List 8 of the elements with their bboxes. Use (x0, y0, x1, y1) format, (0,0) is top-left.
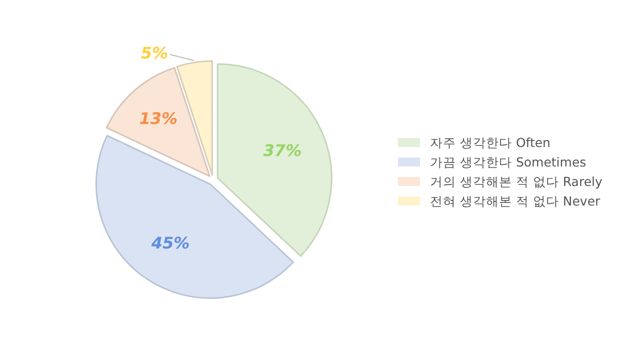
data-label: 37% (263, 140, 302, 160)
legend-label: 자주 생각한다 Often (430, 135, 550, 150)
legend-label: 거의 생각해본 적 없다 Rarely (430, 174, 603, 189)
legend-label: 전혀 생각해본 적 없다 Never (430, 194, 602, 208)
legend-label: 가끔 생각한다 Sometimes (430, 154, 586, 170)
data-label: 13% (139, 109, 178, 128)
data-label: 5% (140, 43, 168, 62)
data-label: 45% (150, 234, 190, 253)
